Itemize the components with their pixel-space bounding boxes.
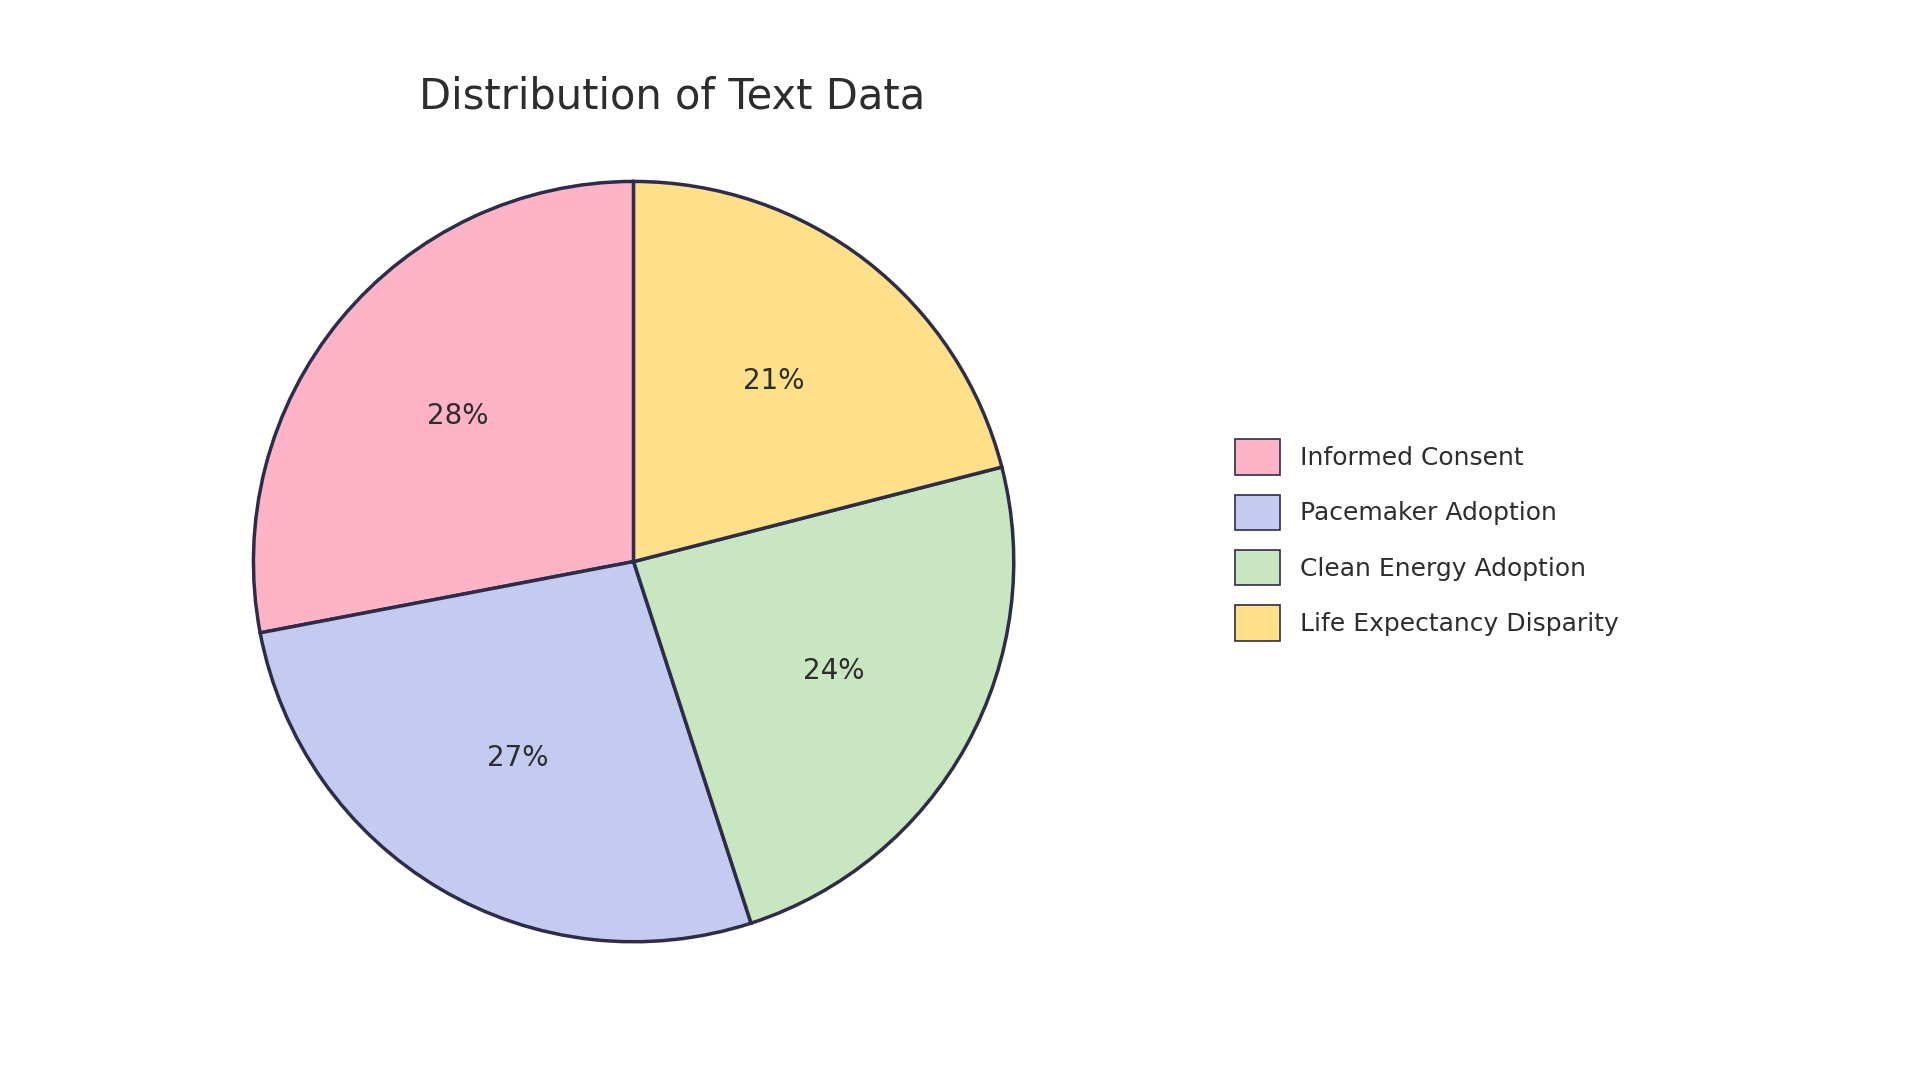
- Text: 28%: 28%: [426, 402, 488, 430]
- Legend: Informed Consent, Pacemaker Adoption, Clean Energy Adoption, Life Expectancy Dis: Informed Consent, Pacemaker Adoption, Cl…: [1223, 427, 1630, 653]
- Text: 24%: 24%: [803, 658, 864, 686]
- Text: Distribution of Text Data: Distribution of Text Data: [419, 76, 925, 118]
- Wedge shape: [634, 467, 1014, 923]
- Text: 27%: 27%: [488, 744, 549, 772]
- Wedge shape: [261, 562, 751, 942]
- Text: 21%: 21%: [743, 367, 804, 395]
- Wedge shape: [253, 181, 634, 633]
- Wedge shape: [634, 181, 1002, 562]
